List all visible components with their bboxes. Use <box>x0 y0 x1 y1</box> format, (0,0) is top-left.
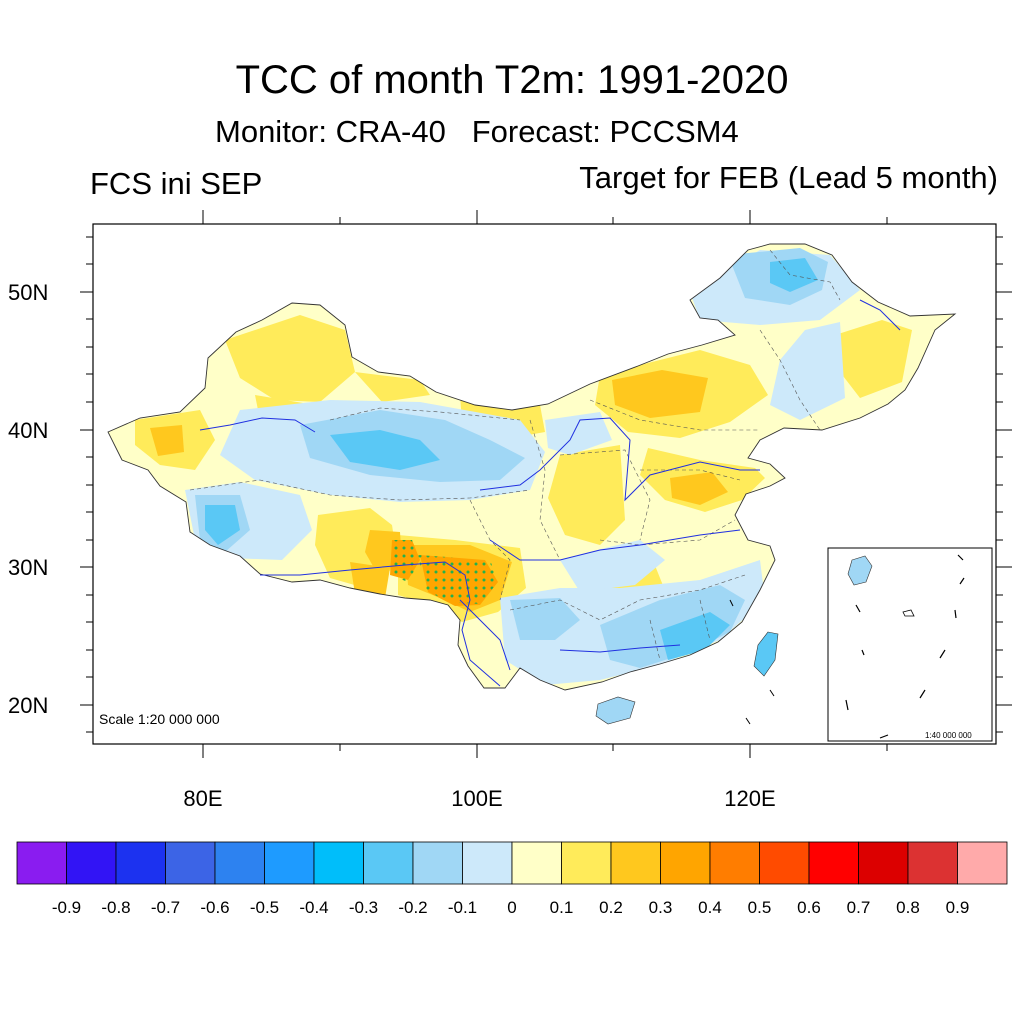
colorbar-swatch <box>511 841 562 885</box>
colorbar-label: -0.8 <box>101 898 130 917</box>
colorbar-label: -0.4 <box>299 898 328 917</box>
colorbar-swatch <box>165 841 216 885</box>
colorbar-swatch <box>610 841 661 885</box>
colorbar-label: 0.8 <box>896 898 920 917</box>
colorbar-swatch <box>709 841 760 885</box>
colorbar-label: 0.1 <box>550 898 574 917</box>
colorbar-swatch <box>858 841 909 885</box>
colorbar-label: -0.7 <box>151 898 180 917</box>
colorbar-swatch <box>313 841 364 885</box>
y-tick-label: 50N <box>8 280 48 305</box>
colorbar-swatch <box>214 841 265 885</box>
colorbar-swatch <box>412 841 463 885</box>
scale-label: Scale 1:20 000 000 <box>99 711 220 727</box>
colorbar-label: 0.5 <box>748 898 772 917</box>
x-tick-label: 120E <box>724 786 775 811</box>
colorbar-label: -0.1 <box>448 898 477 917</box>
y-tick-label: 20N <box>8 693 48 718</box>
colorbar-label: 0.2 <box>599 898 623 917</box>
colorbar-label: -0.2 <box>398 898 427 917</box>
y-tick-label: 40N <box>8 418 48 443</box>
colorbar-label: -0.6 <box>200 898 229 917</box>
colorbar-swatch <box>115 841 166 885</box>
colorbar-label: -0.9 <box>52 898 81 917</box>
y-axis <box>80 236 1012 733</box>
colorbar-label: 0.7 <box>847 898 871 917</box>
colorbar-label: 0.4 <box>698 898 722 917</box>
colorbar-swatch <box>957 841 1008 885</box>
map-title: TCC of month T2m: 1991-2020 <box>235 58 789 102</box>
x-tick-label: 100E <box>451 786 502 811</box>
colorbar-swatch <box>462 841 513 885</box>
colorbar-swatch <box>808 841 859 885</box>
south-china-sea-inset: 1:40 000 000 <box>827 547 993 742</box>
map-subtitle: Monitor: CRA-40 Forecast: PCCSM4 <box>215 114 739 149</box>
colorbar-swatch <box>759 841 810 885</box>
colorbar-swatch <box>561 841 612 885</box>
y-tick-label: 30N <box>8 555 48 580</box>
colorbar-swatch <box>264 841 315 885</box>
colorbar-swatch <box>16 841 67 885</box>
colorbar: -0.9 -0.8 -0.7 -0.6 -0.5 -0.4 -0.3 -0.2 -0.1 0 0.1… <box>16 841 1008 917</box>
colorbar-swatch <box>907 841 958 885</box>
colorbar-label: -0.3 <box>349 898 378 917</box>
x-tick-label: 80E <box>183 786 222 811</box>
rivers <box>199 299 901 687</box>
colorbar-swatch <box>660 841 711 885</box>
init-label: FCS ini SEP <box>90 166 263 201</box>
colorbar-swatch <box>363 841 414 885</box>
colorbar-label: 0 <box>507 898 516 917</box>
colorbar-label: 0.6 <box>797 898 821 917</box>
x-axis <box>202 210 888 758</box>
colorbar-swatch <box>66 841 117 885</box>
china-border <box>107 243 957 691</box>
province-borders <box>189 249 841 661</box>
target-label: Target for FEB (Lead 5 month) <box>579 160 998 195</box>
inset-scale-label: 1:40 000 000 <box>925 731 972 740</box>
map-frame <box>92 223 997 745</box>
colorbar-label: 0.9 <box>946 898 970 917</box>
colorbar-label: -0.5 <box>250 898 279 917</box>
colorbar-label: 0.3 <box>649 898 673 917</box>
